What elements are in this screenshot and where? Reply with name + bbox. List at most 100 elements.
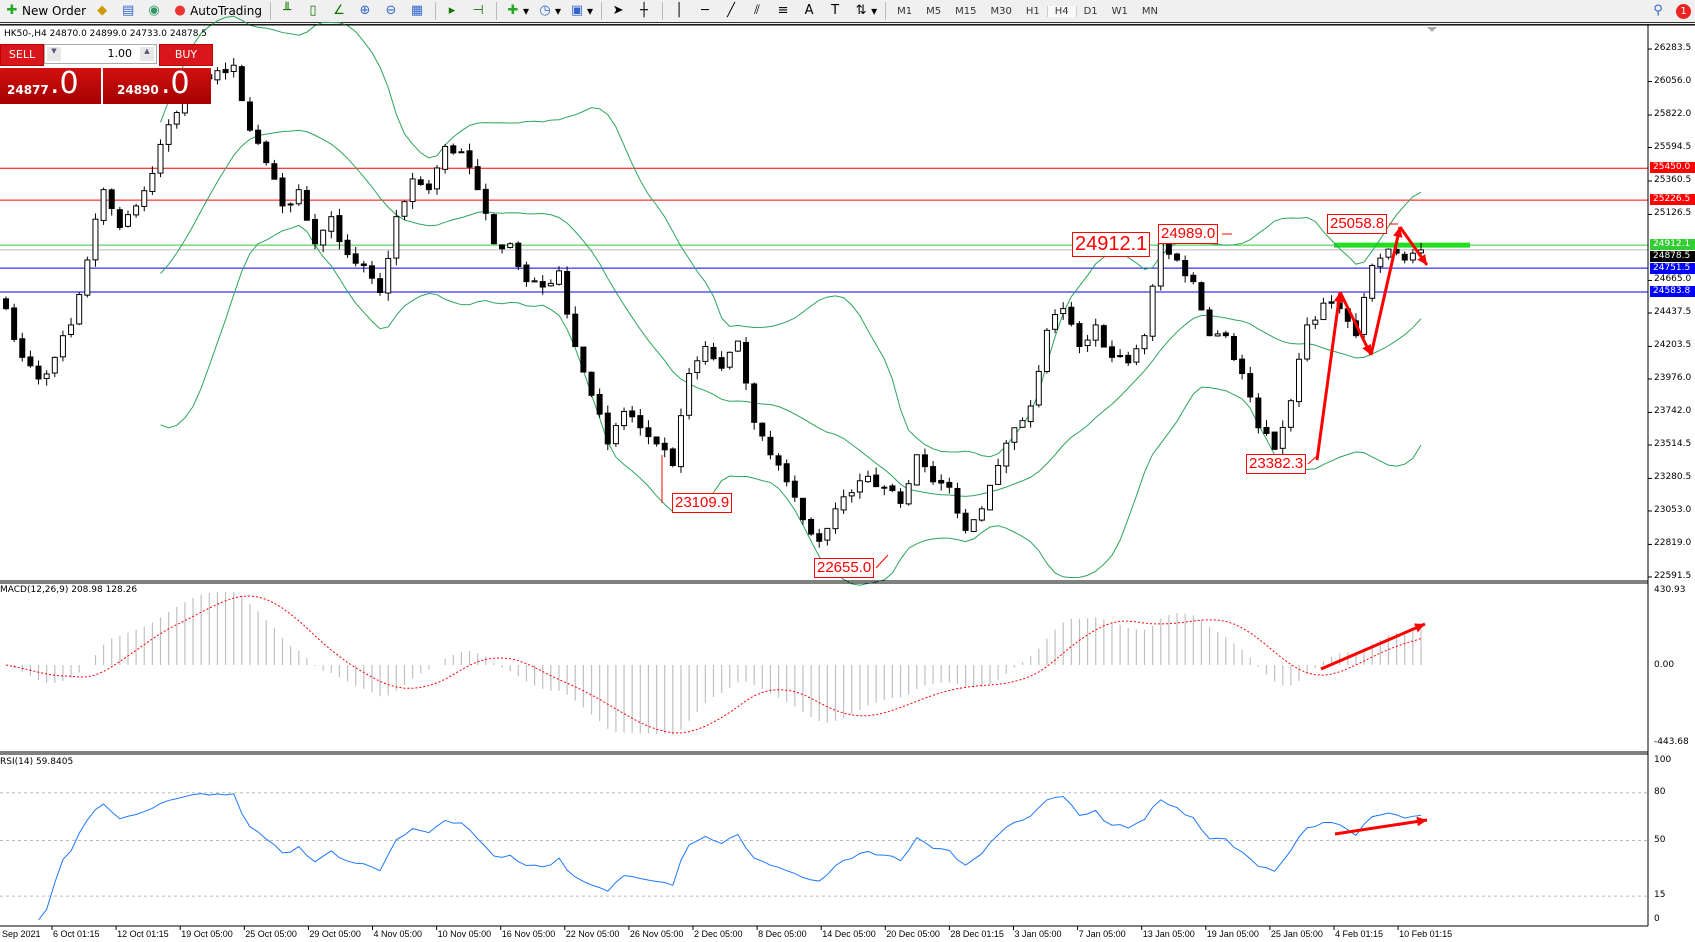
- candle: [531, 280, 538, 283]
- time-label: 25 Jan 05:00: [1270, 929, 1323, 939]
- price-tag: 24912.1: [1650, 239, 1695, 251]
- candle: [669, 448, 676, 466]
- candle: [352, 253, 359, 264]
- market-watch-button[interactable]: ◆: [90, 1, 116, 21]
- price-tag: 25226.5: [1650, 194, 1695, 206]
- bollinger-bands: [160, 15, 1422, 586]
- zoom-out-button[interactable]: ⊖: [379, 1, 405, 21]
- tile-windows-button[interactable]: ▦: [405, 1, 431, 21]
- sell-button[interactable]: SELL: [0, 44, 44, 66]
- crosshair-icon: ┼: [640, 3, 648, 18]
- candle: [986, 484, 993, 511]
- fibonacci-button[interactable]: ≡: [771, 1, 797, 21]
- candle: [344, 239, 351, 256]
- toolbar: ✚ New Order ◆ ▤ ◉ ● AutoTrading ╨ ▯ ∠ ⊕ ⊖ …: [0, 0, 1695, 25]
- timeframe-d1[interactable]: D1: [1083, 5, 1098, 17]
- candle: [848, 492, 855, 497]
- time-label: 13 Jan 05:00: [1142, 929, 1195, 939]
- bar-chart-button[interactable]: ╨: [275, 1, 301, 21]
- autotrading-button[interactable]: ● AutoTrading: [168, 1, 266, 21]
- indicators-button[interactable]: ✚ ▾: [501, 1, 533, 21]
- panel-frames: [0, 24, 1695, 930]
- crosshair-button[interactable]: ┼: [632, 1, 658, 21]
- line-chart-button[interactable]: ∠: [327, 1, 353, 21]
- candle: [995, 464, 1002, 485]
- text-label-button[interactable]: T: [823, 1, 849, 21]
- vertical-line-button[interactable]: │: [667, 1, 693, 21]
- candle: [1271, 431, 1278, 450]
- price-annotation: 25058.8: [1327, 214, 1388, 234]
- candle: [1230, 335, 1237, 360]
- timeframe-m5[interactable]: M5: [926, 5, 942, 17]
- rsi-tick-label: 100: [1654, 755, 1672, 765]
- candle: [1247, 373, 1254, 398]
- buy-button[interactable]: BUY: [159, 44, 213, 66]
- vertical-line-icon: │: [675, 3, 683, 18]
- candle: [1401, 253, 1408, 261]
- price-tag: 24583.8: [1650, 286, 1695, 298]
- templates-button[interactable]: ▣ ▾: [570, 3, 594, 18]
- macd-signal-line: [5, 595, 1422, 734]
- candle: [295, 189, 302, 205]
- timeframe-bar: M1 M5 M15 M30 H1 H4 D1 W1 MN: [890, 1, 1165, 21]
- bollinger-lower: [160, 224, 1422, 586]
- cursor-button[interactable]: ➤: [606, 1, 632, 21]
- time-label: 20 Dec 05:00: [886, 929, 940, 939]
- candle: [523, 264, 530, 283]
- buy-price[interactable]: 24890 .0: [103, 66, 211, 104]
- candlestick-button[interactable]: ▯: [301, 1, 327, 21]
- new-order-button[interactable]: ✚ New Order: [0, 1, 90, 21]
- chart-shift-button[interactable]: ⊣: [466, 1, 492, 21]
- price-tick-label: 23514.5: [1654, 438, 1692, 449]
- navigator-button[interactable]: ▤: [116, 1, 142, 21]
- candle: [767, 436, 774, 456]
- time-label: 4 Nov 05:00: [373, 929, 423, 939]
- candle: [604, 412, 611, 445]
- equidistant-channel-button[interactable]: ⫽: [745, 1, 771, 21]
- candle: [865, 475, 872, 483]
- lot-increase-button[interactable]: ▲: [140, 47, 154, 61]
- arrows-icon: ⇅: [855, 3, 867, 18]
- lot-decrease-button[interactable]: ▼: [47, 47, 61, 61]
- drawn-arrows: [661, 223, 1429, 836]
- candle: [1320, 302, 1327, 321]
- candle: [157, 143, 164, 174]
- annotation-connector: [875, 554, 889, 569]
- price-annotation: 23382.3: [1246, 454, 1307, 474]
- candle: [515, 242, 522, 267]
- price-annotation: 23109.9: [672, 493, 733, 513]
- timeframe-mn[interactable]: MN: [1141, 5, 1159, 17]
- candle: [51, 356, 58, 374]
- macd-tick-label: -443.68: [1654, 737, 1689, 748]
- candle: [124, 214, 131, 227]
- auto-scroll-button[interactable]: ▸: [440, 1, 466, 21]
- candle: [1003, 442, 1010, 467]
- timeframe-w1[interactable]: W1: [1111, 5, 1128, 17]
- time-label: 26 Nov 05:00: [629, 929, 684, 939]
- arrows-button[interactable]: ⇅ ▾: [849, 1, 881, 21]
- candle: [507, 243, 514, 248]
- timeframe-m15[interactable]: M15: [955, 5, 977, 17]
- lot-size-value[interactable]: 1.00: [107, 47, 133, 60]
- search-button[interactable]: ⚲: [1646, 1, 1672, 21]
- candle: [1239, 358, 1246, 375]
- notifications-button[interactable]: 1: [1672, 1, 1695, 21]
- timeframe-h1[interactable]: H1: [1025, 5, 1040, 17]
- candle: [100, 189, 107, 221]
- navigator-icon: ▤: [121, 3, 135, 18]
- zoom-in-button[interactable]: ⊕: [353, 1, 379, 21]
- sell-price[interactable]: 24877 .0: [0, 66, 101, 104]
- periods-button[interactable]: ◷ ▾: [533, 1, 565, 21]
- candle: [490, 214, 497, 245]
- candle: [385, 257, 392, 294]
- timeframe-h4[interactable]: H4: [1046, 5, 1077, 17]
- trendline-button[interactable]: ╱: [719, 1, 745, 21]
- lot-size-field[interactable]: ▼ 1.00 ▲: [44, 44, 157, 64]
- text-button[interactable]: A: [797, 1, 823, 21]
- signals-button[interactable]: ◉: [142, 1, 168, 21]
- candle: [783, 463, 790, 483]
- timeframe-m1[interactable]: M1: [897, 5, 913, 17]
- timeframe-m30[interactable]: M30: [990, 5, 1012, 17]
- horizontal-line-button[interactable]: ─: [693, 1, 719, 21]
